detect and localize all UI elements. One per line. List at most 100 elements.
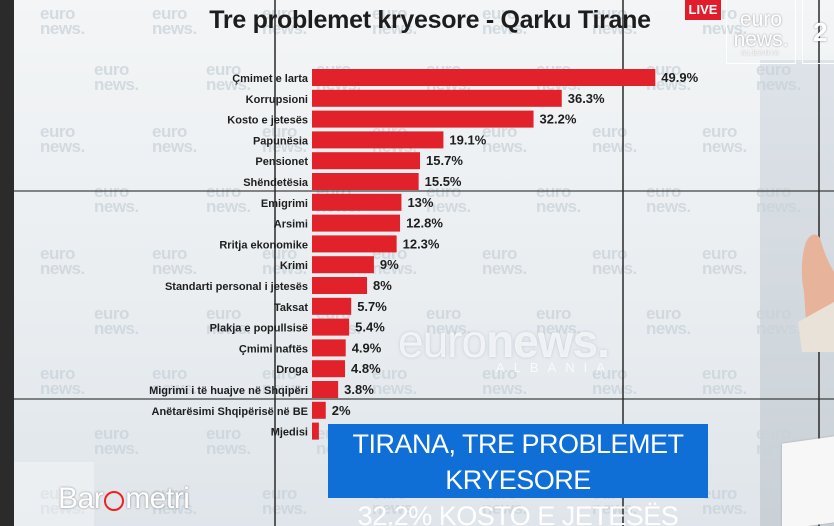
euronews-watermark: euronews. [398, 314, 610, 368]
watermark-tile-line2: news. [756, 197, 801, 216]
watermark-tile-line2: news. [40, 19, 85, 38]
watermark-tile-line1: euro [702, 122, 737, 141]
category-label: Taksat [274, 302, 308, 314]
watermark-tile-line1: euro [756, 60, 791, 79]
watermark-tile-line2: news. [372, 19, 417, 38]
value-label: 4.9% [352, 340, 382, 355]
watermark-tile-line1: euro [94, 60, 129, 79]
value-label: 15.5% [425, 174, 462, 189]
category-label: Plakja e popullsisë [210, 323, 308, 335]
value-label: 3.8% [344, 382, 374, 397]
category-label: Rritja ekonomike [219, 239, 308, 251]
chart-title: Tre problemet kryesore - Qarku Tirane [209, 6, 651, 34]
watermark-tile-line2: news. [536, 197, 581, 216]
watermark-tile-line2: news. [152, 259, 197, 278]
watermark-tile-line1: euro [372, 4, 407, 23]
watermark-tile-line2: news. [702, 499, 747, 518]
left-frame-strip [0, 0, 14, 526]
category-label: Çmimet e larta [232, 73, 309, 85]
watermark-tile-line1: euro [262, 4, 297, 23]
watermark-tile-line2: news. [756, 75, 801, 94]
value-label: 4.8% [351, 361, 381, 376]
value-label: 8% [373, 278, 392, 293]
category-label: Kosto e jetesës [227, 115, 308, 127]
ticker-line-2: 32.2% KOSTO E JETESËS [357, 501, 679, 526]
watermark-tile-line2: news. [94, 319, 139, 338]
grid-line-vertical [622, 0, 624, 526]
grid-line-horizontal [14, 190, 834, 192]
watermark-tile-line2: news. [40, 137, 85, 156]
bar [312, 401, 326, 419]
watermark-tile-line2: news. [40, 499, 85, 518]
watermark-tile-line1: euro [372, 364, 407, 383]
channel-logo-line2: news. [733, 28, 789, 51]
watermark-tile-line1: euro [702, 484, 737, 503]
grid-line-horizontal [14, 398, 834, 400]
bar [312, 422, 319, 440]
watermark-tile-line2: news. [40, 259, 85, 278]
watermark-tile-line2: news. [482, 499, 527, 518]
watermark-tile-line2: news. [482, 19, 527, 38]
bar [312, 110, 534, 128]
watermark-tile-line1: euro [262, 364, 297, 383]
watermark-tile-line1: euro [482, 4, 517, 23]
channel-logo-line1: euro [739, 8, 783, 31]
ticker-line-1: TIRANA, TRE PROBLEMET KRYESORE [352, 429, 684, 495]
channel-number: 2 [802, 0, 834, 64]
watermark-tile-line2: news. [592, 499, 637, 518]
watermark-tile-line2: news. [152, 499, 197, 518]
category-label: Pensionet [255, 156, 308, 168]
watermark-tile-line1: euro [702, 244, 737, 263]
watermark-tile-line1: euro [262, 484, 297, 503]
watermark-tile-line2: news. [40, 379, 85, 398]
category-label: Korrupsioni [246, 94, 308, 106]
category-label: Shëndetësia [243, 177, 309, 189]
watermark-tile-line2: news. [152, 379, 197, 398]
watermark-subtitle: ALBANIA [496, 360, 614, 375]
watermark-tile-line2: news. [372, 379, 417, 398]
value-label: 15.7% [426, 153, 463, 168]
channel-logo: euro news. ALBANIA [726, 0, 796, 64]
bar [312, 193, 402, 211]
category-label: Krimi [280, 260, 308, 272]
live-badge: LIVE [685, 0, 721, 20]
watermark-tile-line2: news. [592, 259, 637, 278]
watermark-tile-line2: news. [646, 75, 691, 94]
watermark-tile-line1: euro [40, 244, 75, 263]
value-label: 36.3% [568, 91, 605, 106]
watermark-tile-line1: euro [40, 122, 75, 141]
watermark-tile-line2: news. [702, 259, 747, 278]
watermark-tile-line2: news. [592, 137, 637, 156]
watermark-tile-line2: news. [206, 197, 251, 216]
watermark-tile-line1: euro [536, 304, 571, 323]
watermark-tile-line2: news. [262, 499, 307, 518]
bar [312, 339, 346, 357]
grid-line-vertical [274, 0, 276, 526]
watermark-tile-line1: euro [94, 304, 129, 323]
brand-text-part1: Bar [58, 482, 104, 515]
watermark-tile-line2: news. [482, 379, 527, 398]
watermark-tile-line2: news. [702, 19, 747, 38]
watermark-tile-line2: news. [206, 439, 251, 458]
watermark-tile-line1: euro [482, 364, 517, 383]
